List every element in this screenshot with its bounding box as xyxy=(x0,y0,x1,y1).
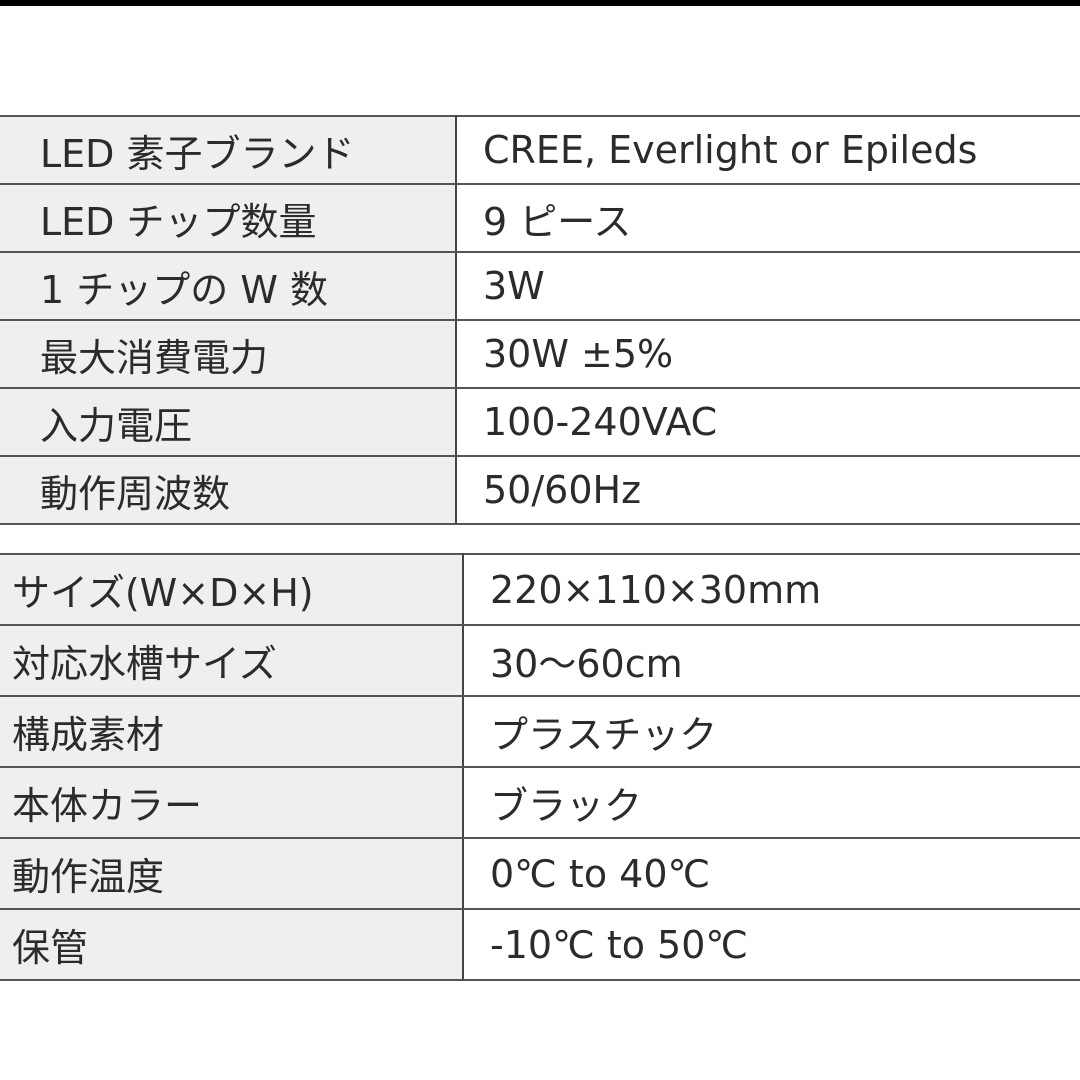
spec-value: -10℃ to 50℃ xyxy=(463,908,1080,981)
spec-value: CREE, Everlight or Epileds xyxy=(456,115,1080,185)
spec-row: 本体カラー ブラック xyxy=(0,766,1080,839)
spec-table-physical: サイズ(W×D×H) 220×110×30mm 対応水槽サイズ 30〜60cm 構成素材… xyxy=(0,553,1080,981)
spec-row: 最大消費電力 30W ±5% xyxy=(0,319,1080,389)
spec-value: プラスチック xyxy=(463,695,1080,768)
spec-row: 動作温度 0℃ to 40℃ xyxy=(0,837,1080,910)
spec-value: 30W ±5% xyxy=(456,319,1080,389)
spec-label: サイズ(W×D×H) xyxy=(0,553,464,626)
spec-row: 対応水槽サイズ 30〜60cm xyxy=(0,624,1080,697)
spec-row: 1 チップの W 数 3W xyxy=(0,251,1080,321)
spec-label: 保管 xyxy=(0,908,464,981)
spec-value: 3W xyxy=(456,251,1080,321)
spec-value: ブラック xyxy=(463,766,1080,839)
spec-label: 本体カラー xyxy=(0,766,464,839)
spec-value: 9 ピース xyxy=(456,183,1080,253)
spec-row: 動作周波数 50/60Hz xyxy=(0,455,1080,525)
spec-row: LED チップ数量 9 ピース xyxy=(0,183,1080,253)
spec-row: サイズ(W×D×H) 220×110×30mm xyxy=(0,553,1080,626)
spec-label: 1 チップの W 数 xyxy=(0,251,457,321)
spec-row: 保管 -10℃ to 50℃ xyxy=(0,908,1080,981)
spec-label: 最大消費電力 xyxy=(0,319,457,389)
spec-label: 動作温度 xyxy=(0,837,464,910)
spec-row: LED 素子ブランド CREE, Everlight or Epileds xyxy=(0,115,1080,185)
spec-value: 220×110×30mm xyxy=(463,553,1080,626)
spec-table-electrical: LED 素子ブランド CREE, Everlight or Epileds LED … xyxy=(0,115,1080,525)
spec-row: 構成素材 プラスチック xyxy=(0,695,1080,768)
spec-row: 入力電圧 100-240VAC xyxy=(0,387,1080,457)
spec-value: 50/60Hz xyxy=(456,455,1080,525)
spec-label: 構成素材 xyxy=(0,695,464,768)
spec-label: LED 素子ブランド xyxy=(0,115,457,185)
spec-value: 0℃ to 40℃ xyxy=(463,837,1080,910)
spec-label: 入力電圧 xyxy=(0,387,457,457)
spec-label: 対応水槽サイズ xyxy=(0,624,464,697)
spec-value: 30〜60cm xyxy=(463,624,1080,697)
top-black-bar xyxy=(0,0,1080,6)
spec-label: LED チップ数量 xyxy=(0,183,457,253)
spec-value: 100-240VAC xyxy=(456,387,1080,457)
spec-label: 動作周波数 xyxy=(0,455,457,525)
